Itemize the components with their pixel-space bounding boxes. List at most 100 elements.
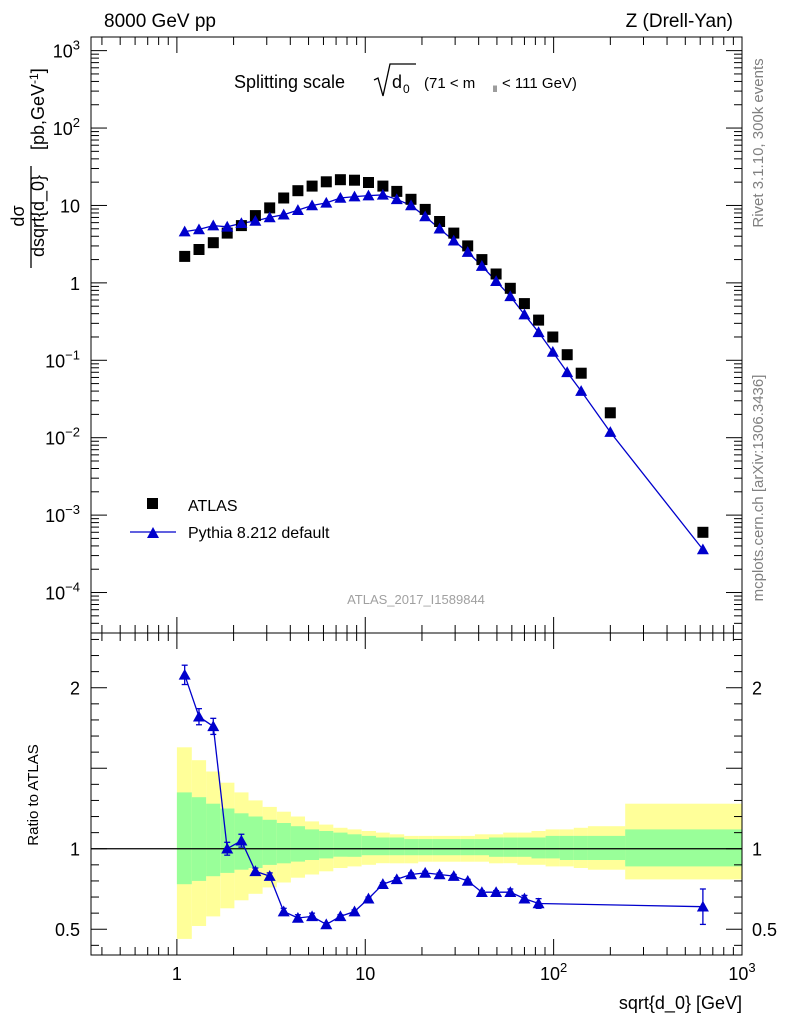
pythia-point [235,217,248,228]
ratio-band-inner [333,832,348,857]
title-cut-sub: ll [493,84,497,94]
ratio-pythia-point [362,892,375,904]
ratio-band-inner [573,835,588,860]
main-y-tick-label: 1 [70,274,80,294]
ratio-band-inner [545,835,560,859]
ratio-pythia-point [532,897,545,909]
ratio-pythia-point [221,842,234,854]
ylabel-units-text: [pb,GeV [28,84,48,150]
ratio-pythia-point [433,868,446,880]
ratio-band-inner [432,839,447,856]
ratio-band-inner [347,834,362,857]
main-y-tick-label: 102 [53,115,80,139]
ratio-band-inner [625,829,742,867]
main-ylabel: dσ dsqrt{d_0} [pb,GeV-1] [8,68,49,268]
atlas-point [179,250,191,262]
main-y-tick-label: 10−1 [45,347,80,371]
title-cut: (71 < m [424,75,475,92]
ylabel-numerator: dσ [8,205,28,226]
title-root-sub: 0 [403,82,410,96]
pythia-point [277,208,290,220]
ratio-uncertainty-bands [176,747,742,939]
pythia-point [696,543,709,555]
ratio-pythia-point [390,873,403,885]
pythia-point [376,188,389,200]
ratio-pythia-point [475,886,488,898]
atlas-point [405,193,417,205]
ratio-y-tick-label-left: 0.5 [55,920,80,940]
ylabel-denominator: dsqrt{d_0} [28,175,49,257]
ratio-band-inner [305,829,320,860]
atlas-point [476,254,488,266]
title-root-var: d [392,72,402,92]
pythia-point [475,260,488,271]
ratio-band-inner [559,835,574,860]
ratio-y-tick-label-right: 1 [752,840,762,860]
ratio-band-inner [220,808,235,873]
ratio-band-inner [290,826,305,862]
atlas-point [207,237,219,249]
ratio-y-tick-label-right: 2 [752,679,762,699]
pythia-point [390,193,403,205]
title-cut-end: < 111 GeV) [502,75,577,92]
ratio-pythia-point [249,865,262,877]
main-y-tick-label: 103 [53,38,80,62]
atlas-point [264,202,276,214]
main-y-tick-label: 10 [60,196,80,216]
main-y-tick-label: 10−3 [45,502,80,526]
pythia-point [362,189,375,201]
title-text: Splitting scale [234,72,345,92]
atlas-point [306,180,318,192]
atlas-point [561,349,573,361]
ratio-pythia-point [235,834,248,846]
atlas-point [462,240,474,252]
ratio-pythia-point [490,886,503,898]
pythia-point [546,345,559,357]
atlas-point [504,282,516,294]
pythia-point [192,223,205,235]
header-right: Z (Drell-Yan) [626,11,733,32]
ratio-pythia-point [447,870,460,881]
ratio-pythia-point [306,910,319,922]
main-y-tick-label: 10−2 [45,425,80,449]
ylabel-units: [pb,GeV-1] [27,68,48,150]
ratio-pythia-point [334,910,347,922]
atlas-point [448,227,460,239]
pythia-point [433,222,446,234]
legend-atlas-label: ATLAS [188,498,238,515]
ratio-y-tick-label-left: 2 [70,679,80,699]
ratio-pythia-point [263,870,276,881]
pythia-point [207,219,220,231]
ratio-pythia-point [207,720,220,732]
ratio-band-inner [587,835,626,860]
analysis-watermark: ATLAS_2017_I1589844 [347,592,485,607]
ratio-band-inner [531,837,546,859]
main-plot-ticks: 10−4 10−3 10−2 10−1 1 10 102 103 [45,37,743,634]
plot-title: Splitting scale d 0 (71 < m ll < 111 GeV… [234,63,577,97]
atlas-point [697,526,709,538]
atlas-point [391,185,403,197]
main-plot-panel: 10−4 10−3 10−2 10−1 1 10 102 103 Splitting scal… [8,36,743,634]
atlas-point [320,176,332,188]
pythia-point [405,199,418,211]
pythia-point [348,190,361,202]
ratio-band-inner [191,797,207,881]
pythia-point [263,211,276,223]
pythia-point [320,196,333,208]
ratio-band-inner [376,837,390,856]
rivet-label: Rivet 3.1.10, 300k events [750,58,767,227]
ratio-pythia-point [504,886,517,898]
ratio-pythia-point [178,668,191,680]
ratio-band-inner [517,837,532,857]
ratio-pythia-point [696,900,709,912]
sqrt-symbol [373,63,416,97]
atlas-point [575,367,587,379]
atlas-point [490,268,502,280]
ratio-band-inner [503,837,518,857]
legend-pythia-marker [147,527,159,538]
ratio-y-tick-label-left: 1 [70,840,80,860]
atlas-point [518,298,530,310]
ylabel-units-exp: -1 [27,73,41,84]
header-left: 8000 GeV pp [104,11,216,32]
